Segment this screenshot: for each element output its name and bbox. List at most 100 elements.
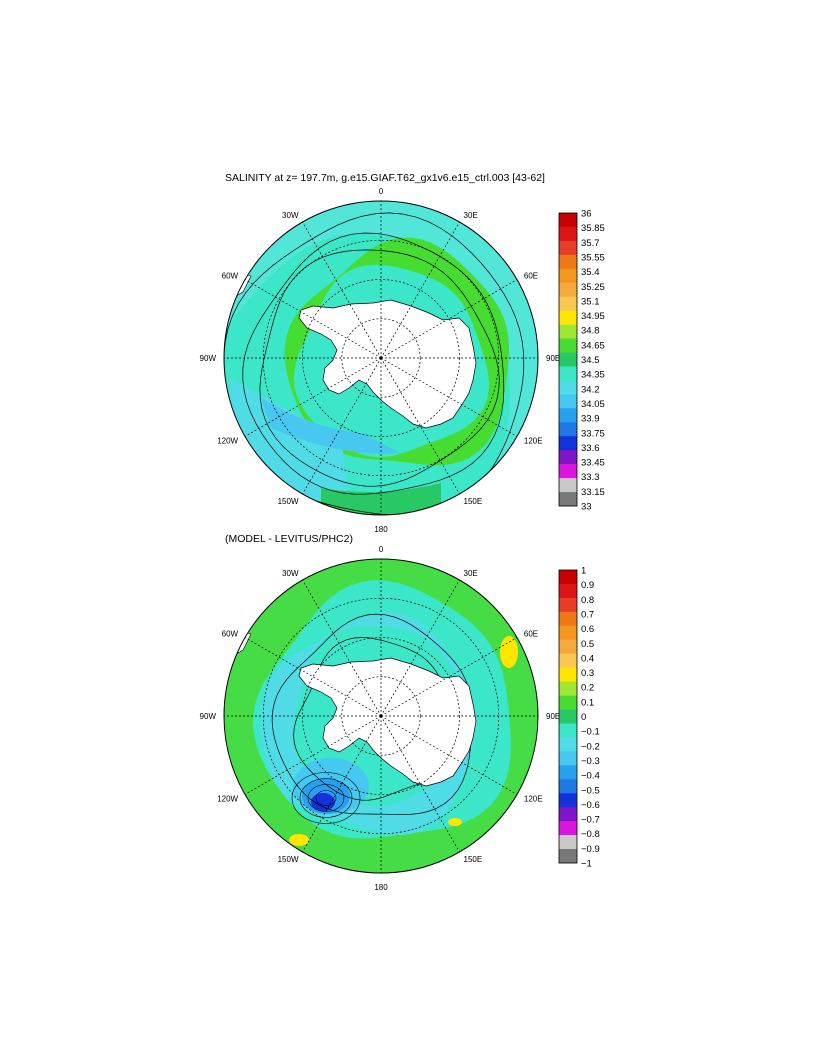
colorbar-label: −0.8 bbox=[581, 829, 600, 840]
colorbar-swatch bbox=[559, 450, 577, 465]
polar-map-panel-2: 0 30E 60E 90E 120E 150E 180 150W 120W 90W 60W 30W 1 0… bbox=[200, 545, 600, 892]
antarctica-land bbox=[298, 657, 477, 787]
longitude-label: 60W bbox=[222, 630, 239, 639]
colorbar-label: 0.2 bbox=[581, 683, 594, 694]
colorbar-label: 0.4 bbox=[581, 653, 594, 664]
colorbar-swatch bbox=[559, 240, 577, 256]
colorbar-swatch bbox=[559, 723, 577, 738]
colorbar-label: 0.7 bbox=[581, 610, 594, 621]
colorbar-label: 34.95 bbox=[581, 311, 605, 322]
colorbar-label: 0.6 bbox=[581, 624, 594, 635]
colorbar-swatch bbox=[559, 807, 577, 822]
map-field bbox=[224, 201, 538, 515]
colorbar-swatch bbox=[559, 570, 577, 585]
longitude-label: 0 bbox=[379, 187, 384, 196]
colorbar-swatch bbox=[559, 422, 577, 437]
map-boundary bbox=[223, 200, 539, 516]
longitude-label: 60E bbox=[524, 272, 538, 281]
colorbar-swatch bbox=[559, 268, 577, 284]
colorbar-label: 33.15 bbox=[581, 487, 605, 498]
colorbar-swatch bbox=[559, 478, 577, 493]
colorbar-swatch bbox=[559, 709, 577, 724]
longitude-label: 150E bbox=[464, 497, 483, 506]
longitude-label: 120W bbox=[217, 795, 238, 804]
colorbar-swatch bbox=[559, 282, 577, 298]
colorbar-label: 33.45 bbox=[581, 458, 605, 469]
colorbar-label: 35.1 bbox=[581, 296, 600, 307]
colorbar-label: 33.75 bbox=[581, 428, 605, 439]
colorbar-swatch bbox=[559, 751, 577, 766]
longitude-label: 180 bbox=[374, 525, 388, 534]
colorbar-label: 34.2 bbox=[581, 384, 600, 395]
colorbar-swatch bbox=[559, 639, 577, 655]
colorbar-label: 36 bbox=[581, 209, 592, 220]
colorbar-label: 35.85 bbox=[581, 223, 605, 234]
colorbar: 1 0.9 0.8 0.7 0.6 0.5 0.4 0.3 0.2 0.1 0 −0.1 −0.2 −0.… bbox=[558, 566, 600, 870]
colorbar-swatch bbox=[559, 338, 577, 353]
colorbar-label: 35.55 bbox=[581, 252, 605, 263]
colorbar-swatch bbox=[559, 366, 577, 381]
colorbar-label: −0.9 bbox=[581, 844, 600, 855]
colorbar-swatch bbox=[559, 226, 577, 242]
colorbar-label: 35.4 bbox=[581, 267, 600, 278]
colorbar-swatch bbox=[559, 681, 577, 696]
longitude-label: 150E bbox=[464, 855, 483, 864]
longitude-label: 60E bbox=[524, 630, 538, 639]
longitude-label: 90E bbox=[546, 712, 560, 721]
colorbar-label: 0.9 bbox=[581, 580, 594, 591]
colorbar-label: 33.9 bbox=[581, 414, 600, 425]
colorbar-swatch bbox=[559, 394, 577, 409]
colorbar-swatch bbox=[559, 835, 577, 850]
longitude-label: 150W bbox=[278, 497, 299, 506]
colorbar-label: 33.6 bbox=[581, 443, 600, 454]
longitude-label: 150W bbox=[278, 855, 299, 864]
colorbar-swatch bbox=[559, 653, 577, 668]
latitude-circle bbox=[302, 637, 460, 795]
colorbar-swatch bbox=[559, 310, 577, 325]
colorbar-label: 34.5 bbox=[581, 355, 600, 366]
longitude-label: 60W bbox=[222, 272, 239, 281]
latitude-circle bbox=[341, 318, 421, 398]
map-field bbox=[224, 559, 538, 873]
colorbar-label: 34.8 bbox=[581, 326, 600, 337]
longitude-label: 120W bbox=[217, 437, 238, 446]
longitude-label: 90E bbox=[546, 354, 560, 363]
colorbar-label: 34.65 bbox=[581, 340, 605, 351]
colorbar-label: −0.6 bbox=[581, 800, 600, 811]
latitude-circle bbox=[341, 676, 421, 756]
longitude-label: 120E bbox=[524, 437, 543, 446]
colorbar-swatch bbox=[559, 667, 577, 682]
colorbar-label: −0.4 bbox=[581, 771, 600, 782]
colorbar-label: 0.8 bbox=[581, 595, 594, 606]
map-boundary bbox=[223, 558, 539, 874]
polar-map-panel-1: 0 30E 60E 90E 120E 150E 180 150W 120W 90W 60W 30W 36… bbox=[200, 187, 605, 534]
longitude-label: 30W bbox=[282, 569, 299, 578]
colorbar-label: −1 bbox=[581, 859, 592, 870]
latitude-circle bbox=[302, 279, 460, 437]
colorbar-swatch bbox=[559, 464, 577, 479]
colorbar-swatch bbox=[559, 821, 577, 836]
colorbar-swatch bbox=[559, 380, 577, 395]
longitude-label: 90W bbox=[200, 354, 217, 363]
colorbar-label: 35.25 bbox=[581, 282, 605, 293]
longitude-label: 90W bbox=[200, 712, 217, 721]
colorbar: 36 35.85 35.7 35.55 35.4 35.25 35.1 34.95 34.8 34… bbox=[558, 209, 605, 513]
colorbar-label: −0.2 bbox=[581, 741, 600, 752]
colorbar-label: 0.5 bbox=[581, 639, 594, 650]
longitude-label: 30E bbox=[464, 211, 478, 220]
colorbar-label: 35.7 bbox=[581, 238, 600, 249]
colorbar-swatch bbox=[559, 737, 577, 752]
colorbar-swatch bbox=[559, 492, 577, 507]
colorbar-label: 0 bbox=[581, 712, 586, 723]
longitude-label: 120E bbox=[524, 795, 543, 804]
colorbar-label: 33 bbox=[581, 502, 592, 513]
colorbar-label: 0.3 bbox=[581, 668, 594, 679]
colorbar-label: 1 bbox=[581, 566, 586, 577]
longitude-label: 0 bbox=[379, 545, 384, 554]
colorbar-swatch bbox=[559, 695, 577, 710]
colorbar-swatch bbox=[559, 611, 577, 627]
map-title-difference: (MODEL - LEVITUS/PHC2) bbox=[225, 533, 353, 545]
antarctica-land bbox=[298, 299, 477, 429]
colorbar-swatch bbox=[559, 408, 577, 423]
